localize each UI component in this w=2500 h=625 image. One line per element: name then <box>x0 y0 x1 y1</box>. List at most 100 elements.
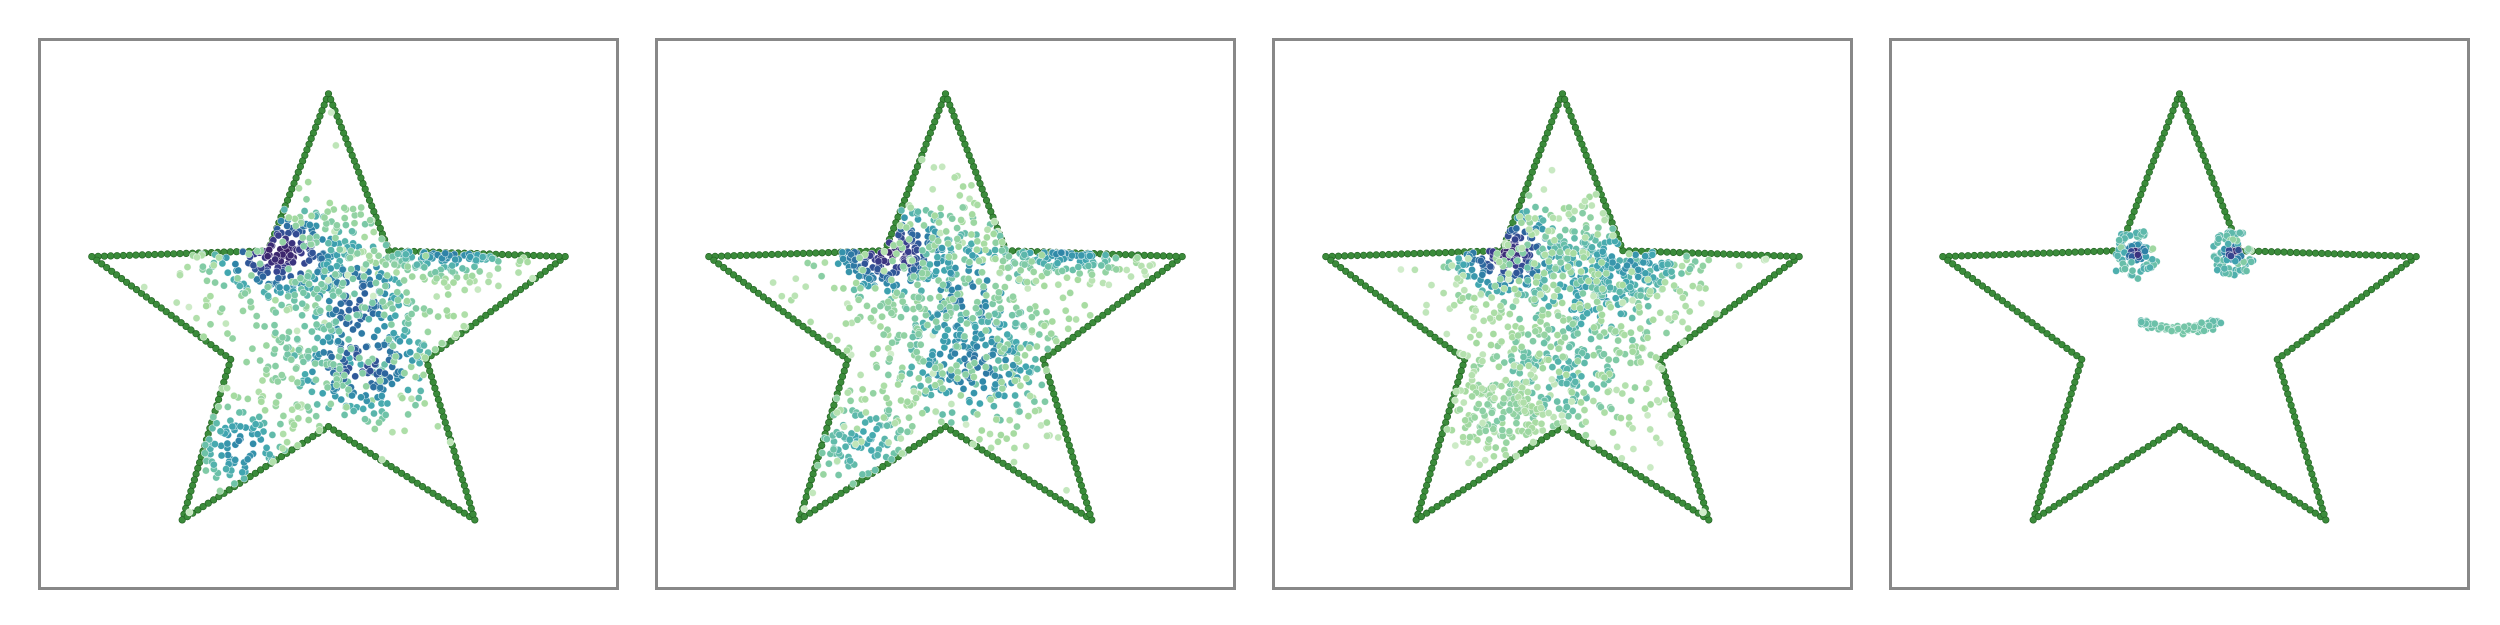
outline-point <box>1074 330 1082 338</box>
outline-point <box>1372 251 1380 259</box>
scatter-point <box>324 276 333 285</box>
scatter-point <box>1593 297 1601 306</box>
scatter-point <box>882 394 891 402</box>
scatter-point <box>977 426 986 435</box>
scatter-point <box>855 253 864 262</box>
scatter-point <box>834 471 843 479</box>
scatter-point <box>777 292 786 301</box>
scatter-point <box>851 440 860 449</box>
scatter-point <box>2139 227 2148 236</box>
outline-point <box>1404 250 1412 258</box>
scatter-point <box>1634 265 1643 274</box>
scatter-point <box>1473 436 1482 444</box>
scatter-point <box>873 451 882 460</box>
scatter-point <box>1502 438 1511 447</box>
scatter-point <box>2113 251 2122 260</box>
scatter-point <box>1085 251 1094 260</box>
scatter-point <box>969 218 978 227</box>
scatter-point <box>251 420 260 429</box>
outline-point <box>715 260 723 268</box>
scatter-point <box>1608 231 1617 240</box>
scatter-point <box>460 310 469 319</box>
outline-point <box>1009 466 1018 474</box>
scatter-point <box>1492 352 1501 361</box>
scatter-point <box>2146 263 2154 272</box>
scatter-point <box>314 294 322 303</box>
scatter-point <box>1595 304 1604 313</box>
scatter-point <box>1698 261 1707 270</box>
scatter-point <box>1498 426 1507 434</box>
scatter-point <box>239 306 247 315</box>
scatter-point <box>947 400 956 408</box>
scatter-point <box>1011 319 1020 328</box>
scatter-point <box>292 364 300 373</box>
scatter-point <box>2214 234 2223 243</box>
scatter-point <box>444 290 453 299</box>
scatter-point <box>1544 302 1553 311</box>
outline-point <box>805 249 814 257</box>
scatter-point <box>909 272 918 281</box>
scatter-point <box>1525 191 1533 200</box>
scatter-point <box>323 207 332 216</box>
scatter-point <box>389 329 398 338</box>
scatter-point <box>969 440 978 448</box>
scatter-point <box>1615 348 1624 357</box>
scatter-point <box>473 285 482 294</box>
scatter-point <box>1009 361 1018 370</box>
scatter-point <box>1618 298 1627 307</box>
scatter-point <box>275 283 284 292</box>
scatter-point <box>366 366 375 375</box>
outline-point <box>2053 337 2061 345</box>
scatter-point <box>1501 451 1510 459</box>
scatter-point <box>1052 337 1061 346</box>
scatter-point <box>1024 412 1033 420</box>
scatter-point <box>1539 185 1548 194</box>
scatter-point <box>1077 251 1086 260</box>
scatter-point <box>969 282 977 291</box>
outline-point <box>1099 311 1107 319</box>
scatter-point <box>1578 289 1587 298</box>
scatter-point <box>1003 330 1012 339</box>
outline-point <box>2118 459 2126 467</box>
outline-point <box>1657 248 1665 256</box>
outline-point <box>1605 453 1614 461</box>
outline-point <box>112 271 121 279</box>
outline-point <box>2065 248 2073 256</box>
outline-point <box>1755 282 1764 290</box>
outline-point <box>926 433 934 441</box>
scatter-point <box>1653 292 1661 300</box>
scatter-point <box>843 388 852 397</box>
scatter-point <box>414 394 423 402</box>
scatter-point <box>1507 248 1516 257</box>
scatter-point <box>997 378 1006 386</box>
outline-point <box>2298 337 2306 345</box>
scatter-point <box>2242 267 2251 275</box>
scatter-point <box>942 227 951 236</box>
scatter-point <box>846 396 855 405</box>
plot-frame <box>1272 38 1853 590</box>
outline-point <box>2077 248 2085 256</box>
outline-point <box>1356 278 1365 286</box>
outline-point <box>1701 249 1709 257</box>
scatter-point <box>1490 308 1499 317</box>
scatter-point <box>421 353 429 362</box>
outline-point <box>1626 466 1635 474</box>
scatter-point <box>1500 358 1509 367</box>
scatter-point <box>1057 248 1066 257</box>
outline-point <box>2278 352 2286 360</box>
scatter-point <box>1581 431 1590 440</box>
scatter-point <box>1080 301 1089 310</box>
scatter-point <box>2212 255 2221 264</box>
scatter-point <box>211 278 219 287</box>
scatter-point <box>1470 294 1479 302</box>
scatter-point <box>404 410 412 419</box>
scatter-point <box>261 406 269 415</box>
scatter-point <box>376 287 384 296</box>
scatter-point <box>384 335 393 344</box>
scatter-point <box>184 303 193 311</box>
scatter-point <box>425 307 434 316</box>
scatter-point <box>982 291 991 300</box>
scatter-point <box>1559 316 1568 325</box>
scatter-point <box>201 466 210 475</box>
scatter-point <box>1612 386 1621 394</box>
